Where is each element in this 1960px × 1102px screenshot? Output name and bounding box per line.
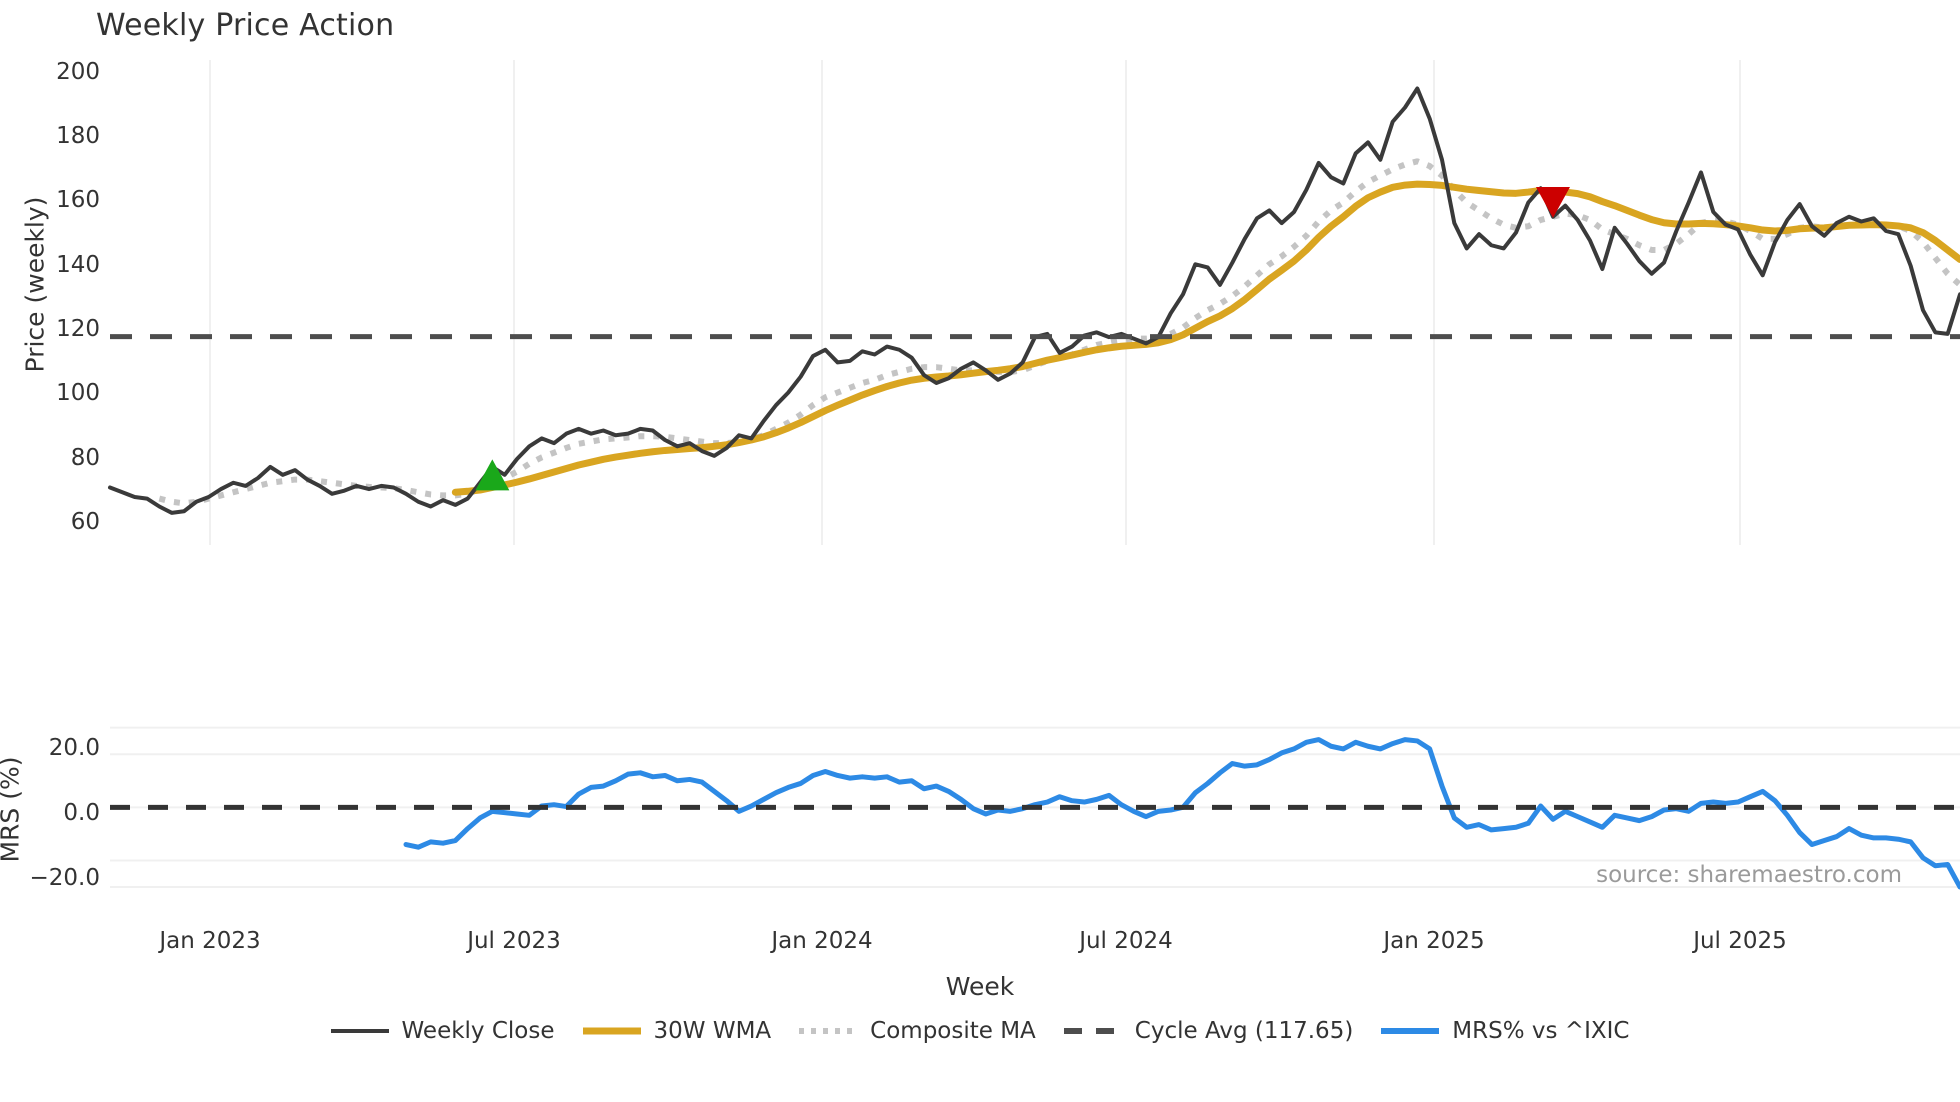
ytick-price-160: 160 bbox=[56, 187, 100, 213]
ytick-price-140: 140 bbox=[56, 252, 100, 278]
sell-signal-marker bbox=[1536, 186, 1570, 218]
xtick-jan-2024: Jan 2024 bbox=[771, 928, 873, 954]
ytick-price-80: 80 bbox=[70, 445, 100, 471]
ytick-mrs-20: 20.0 bbox=[48, 735, 100, 761]
legend-swatch-30w-wma bbox=[582, 1021, 641, 1041]
legend-label-mrs: MRS% vs ^IXIC bbox=[1452, 1018, 1630, 1044]
legend-swatch-composite-ma bbox=[799, 1021, 858, 1041]
price-series-weekly-close bbox=[108, 86, 1960, 515]
ytick-mrs-0: 0.0 bbox=[63, 800, 100, 826]
x-axis-label: Week bbox=[945, 972, 1015, 1001]
mrs-series-line bbox=[403, 737, 1960, 890]
ytick-price-60: 60 bbox=[70, 509, 100, 535]
legend-label-composite-ma: Composite MA bbox=[870, 1018, 1036, 1044]
ytick-price-200: 200 bbox=[56, 59, 100, 85]
legend-swatch-mrs bbox=[1381, 1021, 1440, 1041]
page-title: Weekly Price Action bbox=[96, 8, 395, 43]
price-gridlines bbox=[209, 60, 1741, 545]
price-series-composite-ma bbox=[158, 158, 1960, 507]
xtick-jan-2023: Jan 2023 bbox=[159, 928, 261, 954]
signal-markers bbox=[475, 186, 1570, 491]
xtick-jul-2023: Jul 2023 bbox=[467, 928, 561, 954]
legend-item-30w-wma[interactable]: 30W WMA bbox=[582, 1018, 772, 1044]
legend-swatch-cycle-avg bbox=[1063, 1021, 1122, 1041]
xtick-jul-2024: Jul 2024 bbox=[1079, 928, 1173, 954]
buy-signal-marker bbox=[475, 459, 510, 491]
legend-label-30w-wma: 30W WMA bbox=[653, 1018, 772, 1044]
price-series-group bbox=[108, 86, 1960, 515]
legend-item-composite-ma[interactable]: Composite MA bbox=[799, 1018, 1036, 1044]
ytick-mrs-neg20: −20.0 bbox=[29, 865, 100, 891]
legend-item-cycle-avg[interactable]: Cycle Avg (117.65) bbox=[1063, 1018, 1354, 1044]
mrs-series-group bbox=[403, 737, 1960, 890]
legend-label-weekly-close: Weekly Close bbox=[401, 1018, 555, 1044]
legend-label-cycle-avg: Cycle Avg (117.65) bbox=[1134, 1018, 1354, 1044]
chart-legend: Weekly Close 30W WMA Composite MA Cycle … bbox=[0, 1018, 1960, 1044]
ytick-price-180: 180 bbox=[56, 123, 100, 149]
xtick-jul-2025: Jul 2025 bbox=[1693, 928, 1787, 954]
ytick-price-120: 120 bbox=[56, 316, 100, 342]
xtick-jan-2025: Jan 2025 bbox=[1383, 928, 1485, 954]
legend-item-weekly-close[interactable]: Weekly Close bbox=[330, 1018, 555, 1044]
legend-item-mrs[interactable]: MRS% vs ^IXIC bbox=[1381, 1018, 1629, 1044]
legend-swatch-weekly-close bbox=[330, 1021, 389, 1041]
price-series-30w-wma bbox=[451, 180, 1960, 496]
source-watermark: source: sharemaestro.com bbox=[1596, 862, 1902, 888]
ytick-price-100: 100 bbox=[56, 380, 100, 406]
